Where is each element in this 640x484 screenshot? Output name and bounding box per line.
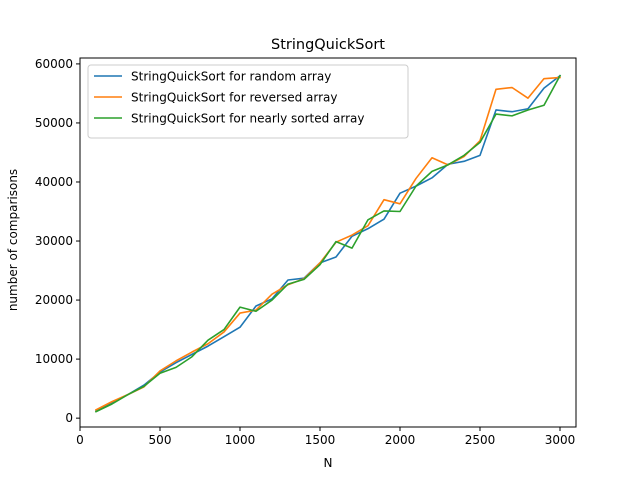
x-tick-label: 1500 <box>305 433 336 447</box>
series-line-1 <box>94 74 562 413</box>
y-tick-label: 40000 <box>35 175 73 189</box>
x-tick-label: 500 <box>149 433 172 447</box>
y-tick-label: 0 <box>65 411 73 425</box>
x-tick-label: 2500 <box>465 433 496 447</box>
y-tick-label: 20000 <box>35 293 73 307</box>
plot-area <box>94 74 562 413</box>
chart-title: StringQuickSort <box>271 37 385 53</box>
legend-label: StringQuickSort for reversed array <box>131 91 337 105</box>
y-tick-label: 50000 <box>35 116 73 130</box>
y-axis-label: number of comparisons <box>6 169 20 311</box>
x-tick-label: 1000 <box>225 433 256 447</box>
y-tick-label: 60000 <box>35 57 73 71</box>
x-tick-label: 3000 <box>545 433 576 447</box>
x-axis-label: N <box>324 456 333 470</box>
axis-ticks: 0 500 1000 1500 2000 2500 30000100002000030000… <box>35 57 575 447</box>
series-line-3 <box>94 74 562 413</box>
y-tick-label: 10000 <box>35 352 73 366</box>
legend-box <box>87 64 409 139</box>
x-tick-label: 0 <box>76 433 84 447</box>
legend: StringQuickSort for random array StringQu… <box>87 64 409 139</box>
y-tick-label: 30000 <box>35 234 73 248</box>
legend-label: StringQuickSort for random array <box>131 70 331 84</box>
x-tick-label: 2000 <box>385 433 416 447</box>
axes-frame <box>79 57 577 428</box>
legend-label: StringQuickSort for nearly sorted array <box>131 112 365 126</box>
